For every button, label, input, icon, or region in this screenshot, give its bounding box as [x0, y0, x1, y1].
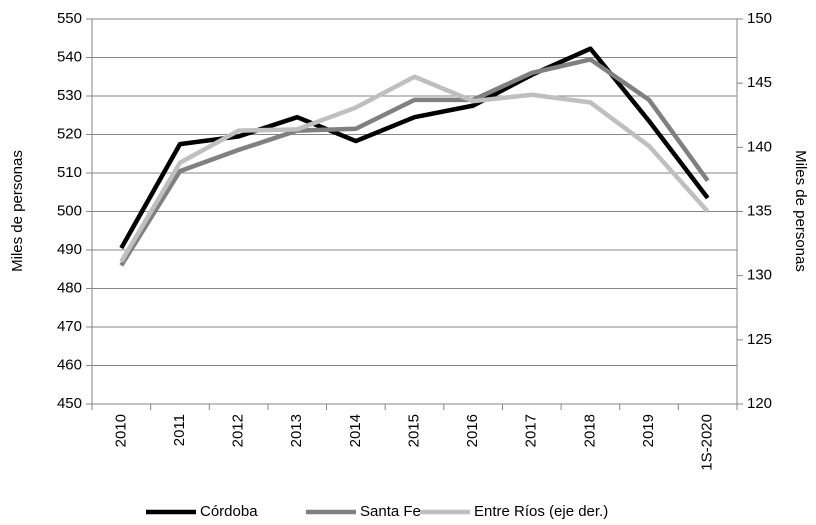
y-tick-label: 500 — [57, 202, 82, 219]
series-line — [119, 57, 710, 267]
y2-tick-label: 140 — [747, 138, 772, 155]
y2-tick-label: 150 — [747, 10, 772, 27]
y2-axis-label: Miles de personas — [792, 150, 809, 272]
x-tick-label: 2010 — [112, 414, 129, 447]
y-tick-label: 540 — [57, 48, 82, 65]
y2-tick-label: 130 — [747, 267, 772, 284]
y-tick-label: 490 — [57, 241, 82, 258]
legend-label: Santa Fe — [360, 503, 421, 520]
legend-label: Entre Ríos (eje der.) — [474, 503, 608, 520]
series-line — [119, 74, 710, 263]
x-tick-label: 2015 — [405, 414, 422, 447]
x-tick-label: 2016 — [464, 414, 481, 447]
y-tick-label: 470 — [57, 318, 82, 335]
x-tick-label: 2014 — [347, 414, 364, 447]
y2-tick-label: 120 — [747, 395, 772, 412]
y2-tick-label: 135 — [747, 202, 772, 219]
y-tick-label: 510 — [57, 164, 82, 181]
legend-label: Córdoba — [200, 503, 258, 520]
y-axis-label: Miles de personas — [9, 150, 26, 272]
y-tick-label: 550 — [57, 10, 82, 27]
x-tick-label: 2017 — [523, 414, 540, 447]
x-tick-label: 2012 — [230, 414, 247, 447]
y-tick-label: 520 — [57, 125, 82, 142]
y-tick-label: 530 — [57, 87, 82, 104]
x-tick-label: 1S-2020 — [699, 414, 716, 471]
y-tick-label: 480 — [57, 279, 82, 296]
x-tick-label: 2018 — [581, 414, 598, 447]
x-tick-label: 2011 — [171, 414, 188, 446]
y2-tick-label: 125 — [747, 331, 772, 348]
y-tick-label: 450 — [57, 395, 82, 412]
y-tick-label: 460 — [57, 356, 82, 373]
y2-tick-label: 145 — [747, 74, 772, 91]
x-tick-label: 2019 — [640, 414, 657, 447]
x-tick-label: 2013 — [288, 414, 305, 447]
